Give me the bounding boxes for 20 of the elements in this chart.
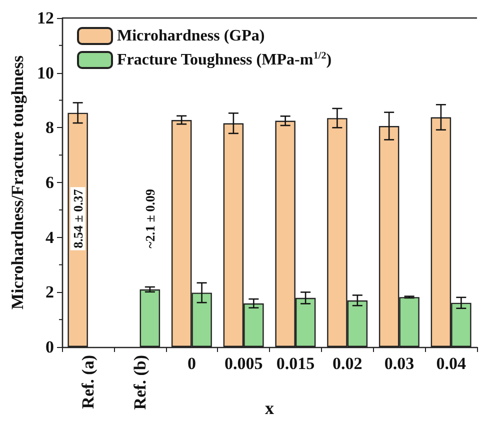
x-tick-label: 0.03 bbox=[384, 354, 414, 373]
y-tick-label: 4 bbox=[46, 228, 54, 247]
y-tick-label: 2 bbox=[46, 282, 54, 302]
y-tick-label: 10 bbox=[37, 63, 54, 82]
x-tick-label: 0 bbox=[187, 354, 196, 373]
y-tick-label: 0 bbox=[46, 338, 54, 356]
x-tick-label: Ref. (b) bbox=[130, 355, 150, 410]
x-tick-label: Ref. (a) bbox=[78, 355, 98, 409]
y-tick-label: 6 bbox=[46, 173, 54, 192]
x-tick-label: 0.005 bbox=[224, 354, 263, 373]
x-tick-label: 0.04 bbox=[436, 354, 466, 373]
y-tick-label: 12 bbox=[37, 8, 54, 28]
x-axis-title: x bbox=[265, 398, 274, 418]
annotation: 8.54 ± 0.37 bbox=[70, 188, 86, 248]
x-tick-label: 0.015 bbox=[276, 354, 315, 373]
x-tick-label: 0.02 bbox=[332, 354, 362, 373]
legend-label: Microhardness (GPa) bbox=[117, 28, 265, 44]
y-axis-title: Microhardness/Fracture toughness bbox=[8, 55, 27, 310]
annotation: ~2.1 ± 0.09 bbox=[142, 188, 158, 248]
y-tick-label: 8 bbox=[46, 118, 54, 138]
